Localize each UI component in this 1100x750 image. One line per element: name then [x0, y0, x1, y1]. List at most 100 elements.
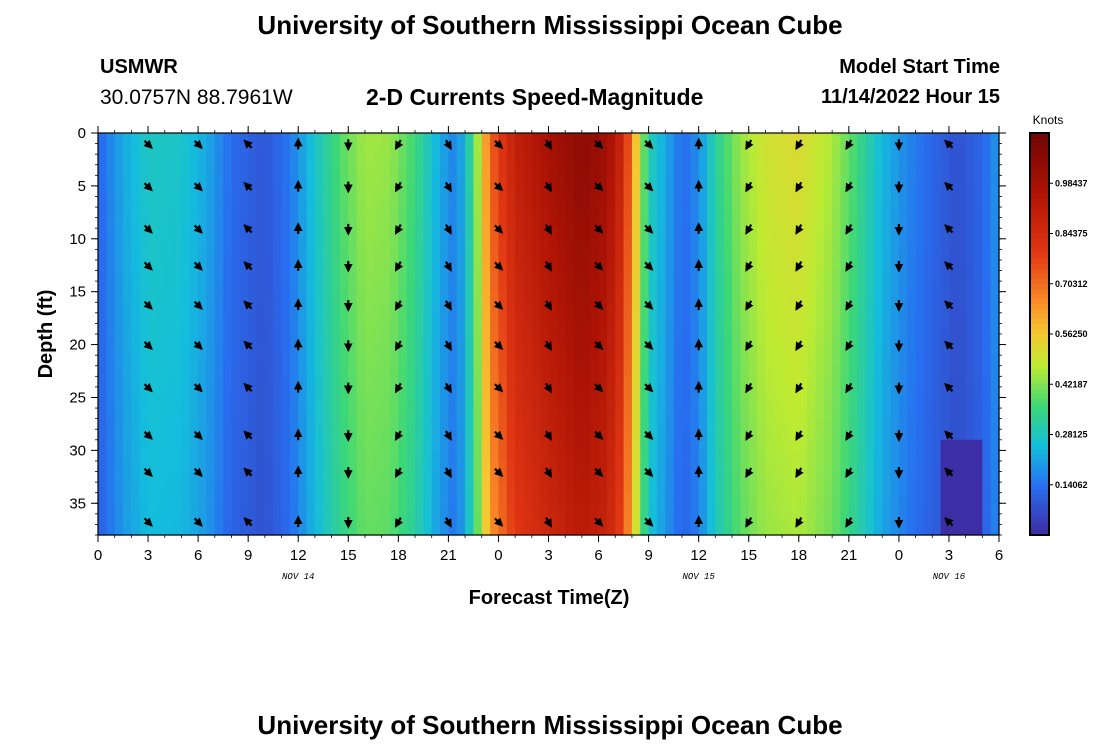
heatmap-cell — [857, 291, 867, 303]
heatmap-cell — [948, 524, 958, 536]
heatmap-cell — [481, 439, 491, 451]
heatmap-cell — [306, 238, 316, 250]
heatmap-cell — [206, 270, 216, 282]
heatmap-cell — [114, 492, 124, 504]
heatmap-cell — [323, 323, 333, 335]
heatmap-cell — [923, 323, 933, 335]
heatmap-cell — [273, 376, 283, 388]
heatmap-cell — [114, 334, 124, 346]
heatmap-cell — [807, 376, 817, 388]
heatmap-cell — [940, 492, 950, 504]
heatmap-cell — [173, 376, 183, 388]
heatmap-cell — [740, 228, 750, 240]
current-vector-arrow — [394, 430, 404, 442]
heatmap-cell — [840, 249, 850, 261]
heatmap-cell — [523, 482, 533, 494]
heatmap-cell — [540, 185, 550, 198]
heatmap-cell — [106, 334, 116, 346]
heatmap-cell — [273, 513, 283, 526]
heatmap-cell — [440, 386, 449, 399]
heatmap-cell — [848, 270, 858, 282]
heatmap-cell — [398, 344, 408, 356]
heatmap-cell — [606, 323, 616, 335]
heatmap-cell — [823, 334, 833, 346]
heatmap-cell — [515, 259, 525, 272]
heatmap-cell — [606, 207, 616, 219]
heatmap-cell — [707, 164, 716, 176]
heatmap-cell — [98, 154, 107, 166]
heatmap-cell — [707, 217, 716, 229]
heatmap-cell — [973, 386, 983, 399]
heatmap-cell — [198, 439, 208, 451]
heatmap-cell — [223, 460, 233, 473]
heatmap-cell — [815, 154, 825, 166]
colorbar-segment — [1030, 369, 1049, 375]
heatmap-cell — [648, 344, 658, 356]
heatmap-cell — [556, 164, 566, 176]
heatmap-cell — [156, 154, 166, 166]
heatmap-cell — [673, 376, 683, 388]
heatmap-cell — [698, 207, 708, 219]
heatmap-cell — [423, 408, 433, 420]
heatmap-cell — [164, 513, 174, 526]
heatmap-cell — [289, 312, 299, 325]
heatmap-cell — [807, 185, 817, 198]
heatmap-cell — [940, 217, 950, 229]
heatmap-cell — [665, 207, 675, 219]
current-vector-arrow — [745, 517, 754, 528]
heatmap-cell — [465, 281, 475, 293]
heatmap-cell — [940, 312, 950, 325]
heatmap-cell — [732, 228, 741, 240]
heatmap-cell — [223, 323, 233, 335]
heatmap-cell — [565, 376, 575, 388]
x-tick-label: 12 — [290, 547, 307, 564]
heatmap-cell — [506, 228, 516, 240]
heatmap-cell — [965, 228, 975, 240]
heatmap-cell — [389, 228, 399, 240]
heatmap-cell — [690, 228, 700, 240]
heatmap-cell — [498, 408, 508, 420]
heatmap-cell — [590, 133, 600, 145]
current-vector-arrow — [593, 430, 604, 440]
heatmap-cell — [114, 270, 124, 282]
heatmap-cell — [423, 259, 433, 272]
heatmap-cell — [665, 408, 675, 420]
heatmap-cell — [715, 482, 725, 494]
heatmap-cell — [890, 175, 900, 187]
heatmap-cell — [373, 386, 383, 399]
heatmap-cell — [565, 217, 575, 229]
heatmap-cell — [873, 397, 883, 409]
heatmap-cell — [198, 429, 208, 441]
heatmap-cell — [498, 185, 508, 198]
heatmap-cell — [173, 323, 183, 335]
heatmap-cell — [181, 323, 191, 335]
heatmap-cell — [573, 217, 583, 229]
heatmap-cell — [665, 334, 675, 346]
heatmap-cell — [523, 185, 533, 198]
heatmap-cell — [940, 439, 950, 451]
heatmap-cell — [264, 164, 274, 176]
heatmap-cell — [373, 492, 383, 504]
heatmap-cell — [156, 164, 166, 176]
heatmap-cell — [423, 429, 433, 441]
heatmap-cell — [707, 291, 716, 303]
heatmap-cell — [890, 133, 900, 145]
heatmap-cell — [456, 154, 466, 166]
heatmap-cell — [782, 460, 792, 473]
heatmap-cell — [398, 397, 408, 409]
heatmap-cell — [473, 439, 483, 451]
current-vectors — [143, 137, 954, 529]
heatmap-cell — [106, 450, 116, 462]
heatmap-cell — [948, 344, 958, 356]
heatmap-cell — [957, 429, 967, 441]
heatmap-cell — [231, 503, 241, 515]
heatmap-cell — [690, 439, 700, 451]
heatmap-cell — [840, 196, 850, 208]
heatmap-cell — [840, 513, 850, 526]
heatmap-cell — [206, 217, 216, 229]
heatmap-cell — [548, 355, 558, 367]
heatmap-cell — [389, 164, 399, 176]
colorbar-segment — [1030, 464, 1049, 471]
heatmap-cell — [148, 249, 157, 261]
heatmap-cell — [189, 207, 199, 219]
